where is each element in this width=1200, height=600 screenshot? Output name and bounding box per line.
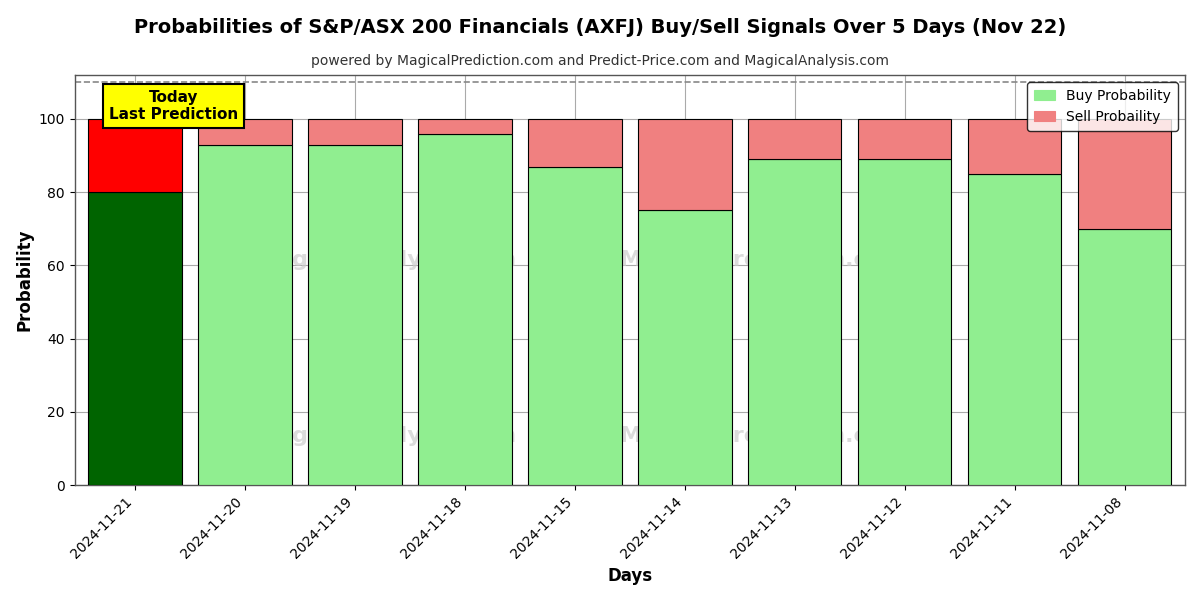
Bar xyxy=(968,174,1061,485)
Text: MagicalPrediction.com: MagicalPrediction.com xyxy=(620,250,906,269)
Bar xyxy=(89,119,182,192)
Bar xyxy=(968,119,1061,174)
Bar xyxy=(308,145,402,485)
Bar xyxy=(638,119,732,211)
X-axis label: Days: Days xyxy=(607,567,653,585)
Y-axis label: Probability: Probability xyxy=(16,229,34,331)
Text: MagicalAnalysis.com: MagicalAnalysis.com xyxy=(254,250,516,269)
Bar xyxy=(748,119,841,159)
Bar xyxy=(1078,229,1171,485)
Bar xyxy=(1078,119,1171,229)
Bar xyxy=(638,211,732,485)
Bar xyxy=(198,145,292,485)
Legend: Buy Probability, Sell Probaility: Buy Probability, Sell Probaility xyxy=(1027,82,1178,131)
Bar xyxy=(419,134,511,485)
Bar xyxy=(308,119,402,145)
Bar xyxy=(528,119,622,167)
Bar xyxy=(89,192,182,485)
Bar xyxy=(528,167,622,485)
Text: powered by MagicalPrediction.com and Predict-Price.com and MagicalAnalysis.com: powered by MagicalPrediction.com and Pre… xyxy=(311,54,889,68)
Bar xyxy=(419,119,511,134)
Bar xyxy=(858,159,952,485)
Text: MagicalAnalysis.com: MagicalAnalysis.com xyxy=(254,426,516,446)
Text: Probabilities of S&P/ASX 200 Financials (AXFJ) Buy/Sell Signals Over 5 Days (Nov: Probabilities of S&P/ASX 200 Financials … xyxy=(134,18,1066,37)
Text: MagicalPrediction.com: MagicalPrediction.com xyxy=(620,426,906,446)
Bar xyxy=(198,119,292,145)
Text: Today
Last Prediction: Today Last Prediction xyxy=(109,89,239,122)
Bar xyxy=(858,119,952,159)
Bar xyxy=(748,159,841,485)
